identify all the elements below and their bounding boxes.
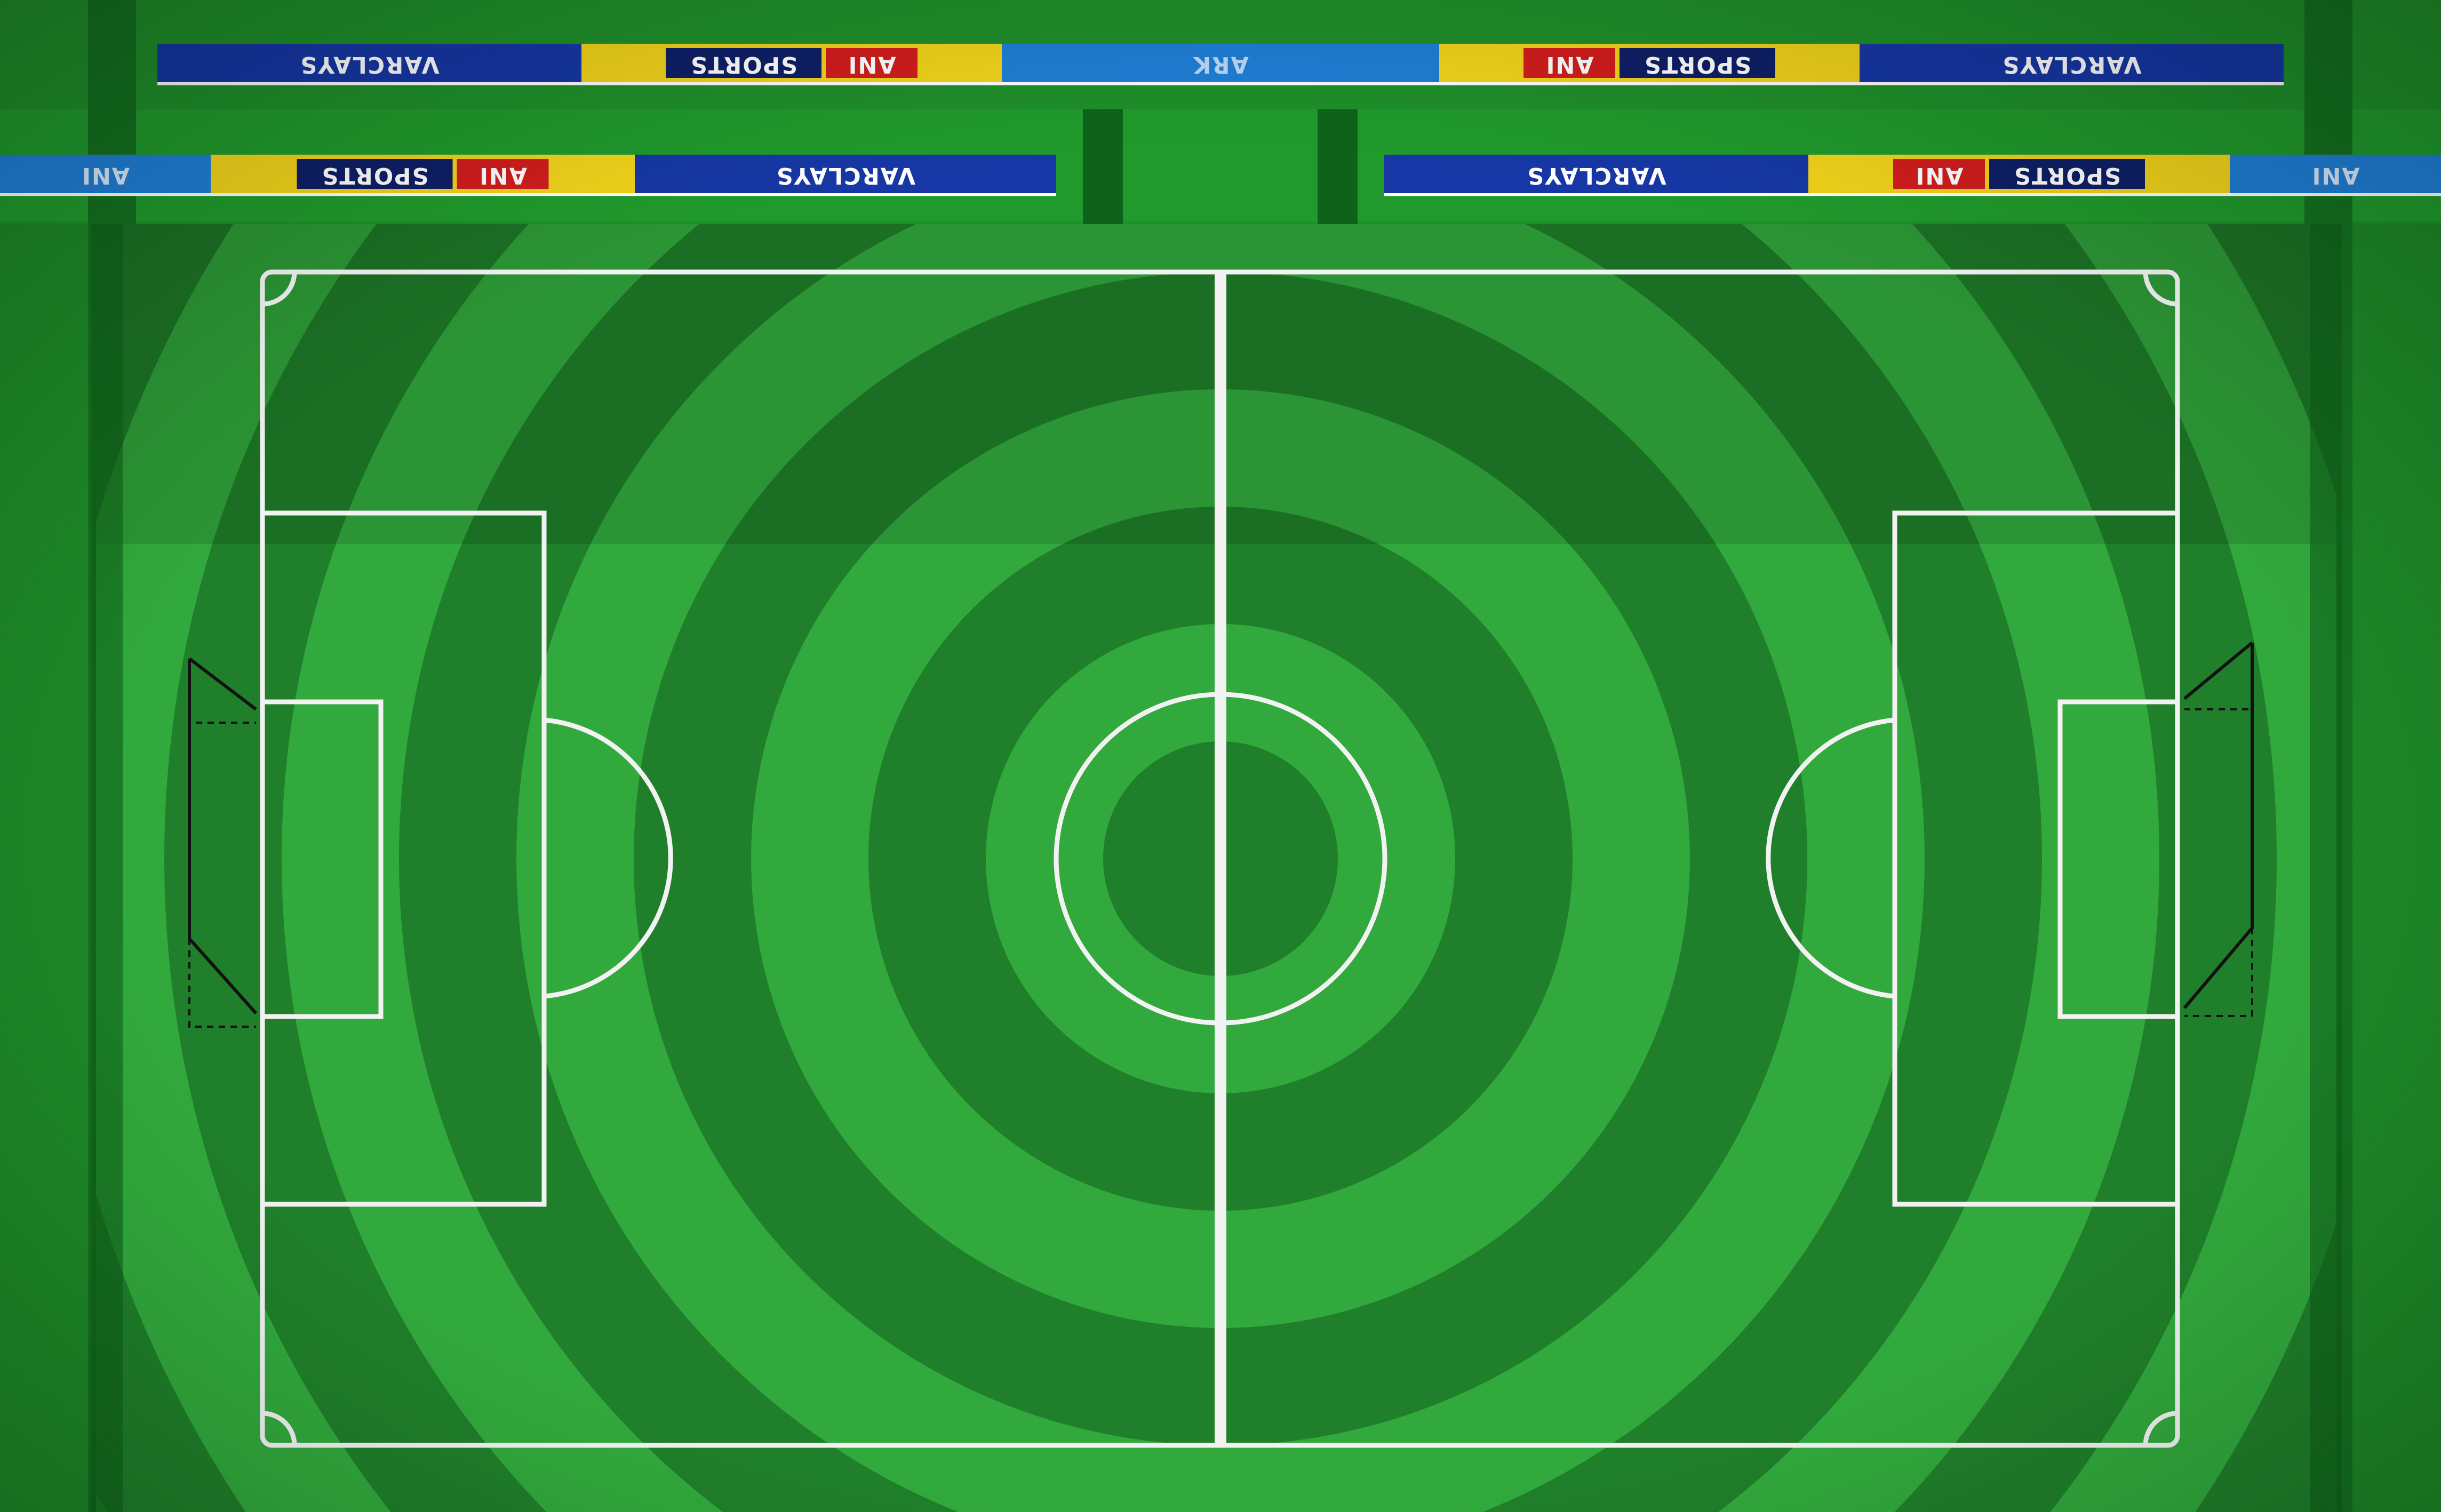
vignette-overlay: [0, 0, 2441, 1512]
scene-svg: VARCLAYSSPORTSANIARKANISPORTSVARCLAYSANI…: [0, 0, 2441, 1512]
soccer-stadium-scene: VARCLAYSSPORTSANIARKANISPORTSVARCLAYSANI…: [0, 0, 2441, 1512]
